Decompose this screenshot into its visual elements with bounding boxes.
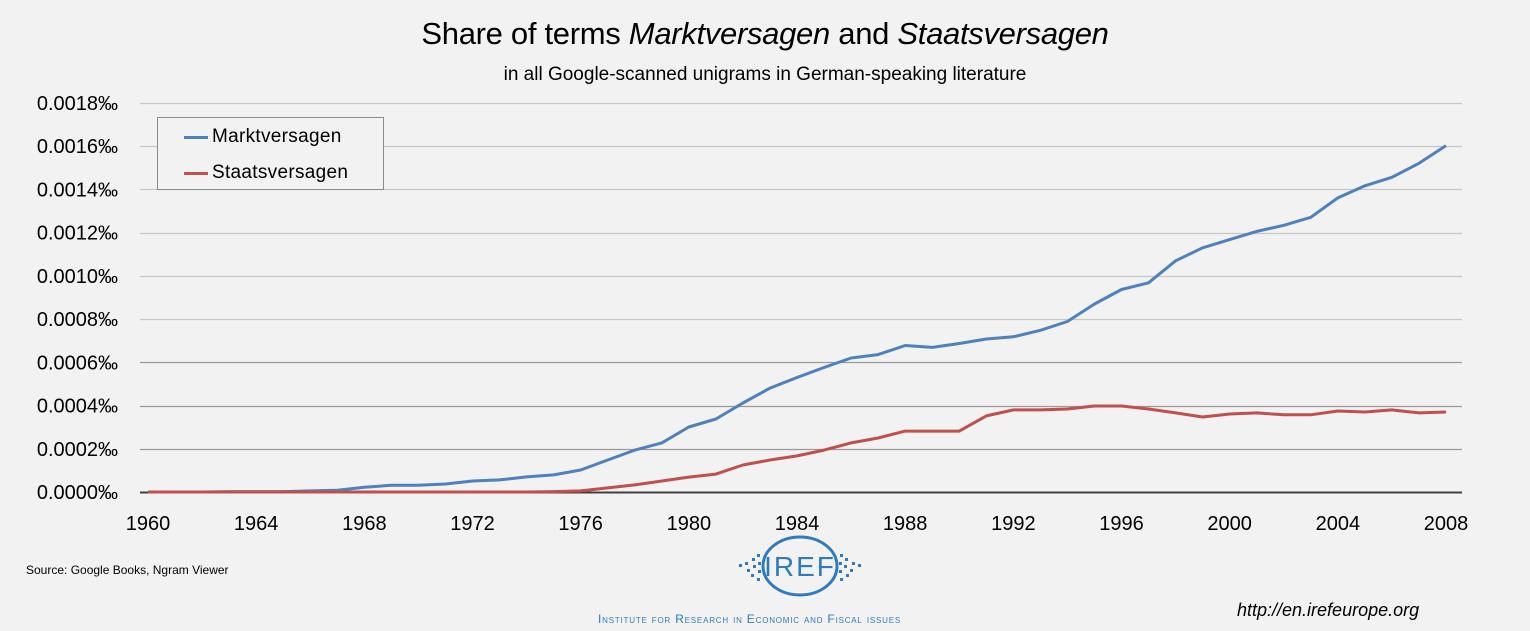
y-tick-label: 0.0006‰ (37, 352, 118, 374)
x-tick-label: 1960 (126, 513, 171, 535)
logo-text: IREF (764, 551, 836, 582)
y-tick-label: 0.0010‰ (37, 266, 118, 288)
y-tick-label: 0.0000‰ (37, 482, 118, 504)
y-tick-label: 0.0016‰ (37, 136, 118, 158)
x-axis-ticks: 1960 1964 1968 1972 1976 1980 1984 1988 1992 1996… (126, 513, 1469, 535)
logo-dots-right (839, 554, 861, 581)
chart-subtitle: in all Google-scanned unigrams in German… (503, 64, 1027, 85)
x-tick-label: 2000 (1207, 513, 1252, 535)
x-tick-label: 1972 (450, 513, 495, 535)
y-tick-label: 0.0012‰ (37, 223, 118, 245)
legend-item-staatsversagen: Staatsversagen (184, 161, 348, 185)
website-url: http://en.irefeurope.org (1237, 600, 1420, 620)
x-tick-label: 2004 (1316, 513, 1361, 535)
y-axis-ticks: 0.0000‰ 0.0002‰ 0.0004‰ 0.0006‰ 0.0008‰ 0.001… (37, 93, 118, 504)
series-line-marktversagen (148, 144, 1447, 494)
title-term-marktversagen: Marktversagen (628, 16, 830, 51)
legend-swatch-marktversagen (184, 135, 208, 139)
x-tick-label: 2008 (1424, 513, 1469, 535)
title-part-3: and (829, 16, 898, 51)
legend-item-marktversagen: Marktversagen (184, 125, 342, 149)
y-tick-label: 0.0008‰ (37, 309, 118, 331)
series-lines (147, 144, 1447, 494)
y-tick-label: 0.0018‰ (37, 93, 118, 115)
x-tick-label: 1976 (558, 513, 603, 535)
title-term-staatsversagen: Staatsversagen (897, 16, 1109, 51)
legend-label: Staatsversagen (212, 162, 349, 183)
y-tick-label: 0.0002‰ (37, 439, 118, 461)
iref-logo: IREF (735, 534, 865, 598)
x-tick-label: 1980 (667, 513, 712, 535)
chart-title: Share of terms Marktversagen and Staatsv… (0, 16, 1530, 52)
logo-dots-left (739, 554, 761, 581)
x-tick-label: 1968 (342, 513, 387, 535)
legend-swatch-staatsversagen (184, 171, 208, 175)
y-tick-label: 0.0004‰ (37, 396, 118, 418)
institute-name: Institute for Research in Economic and F… (598, 612, 901, 626)
title-part-1: Share of terms (421, 16, 629, 51)
x-tick-label: 1992 (991, 513, 1036, 535)
x-tick-label: 1996 (1099, 513, 1144, 535)
x-tick-label: 1988 (883, 513, 928, 535)
x-tick-label: 1964 (234, 513, 279, 535)
x-tick-label: 1984 (775, 513, 820, 535)
y-tick-label: 0.0014‰ (37, 179, 118, 201)
legend: Marktversagen Staatsversagen (157, 117, 384, 190)
legend-label: Marktversagen (212, 126, 342, 147)
source-note: Source: Google Books, Ngram Viewer (26, 563, 229, 577)
